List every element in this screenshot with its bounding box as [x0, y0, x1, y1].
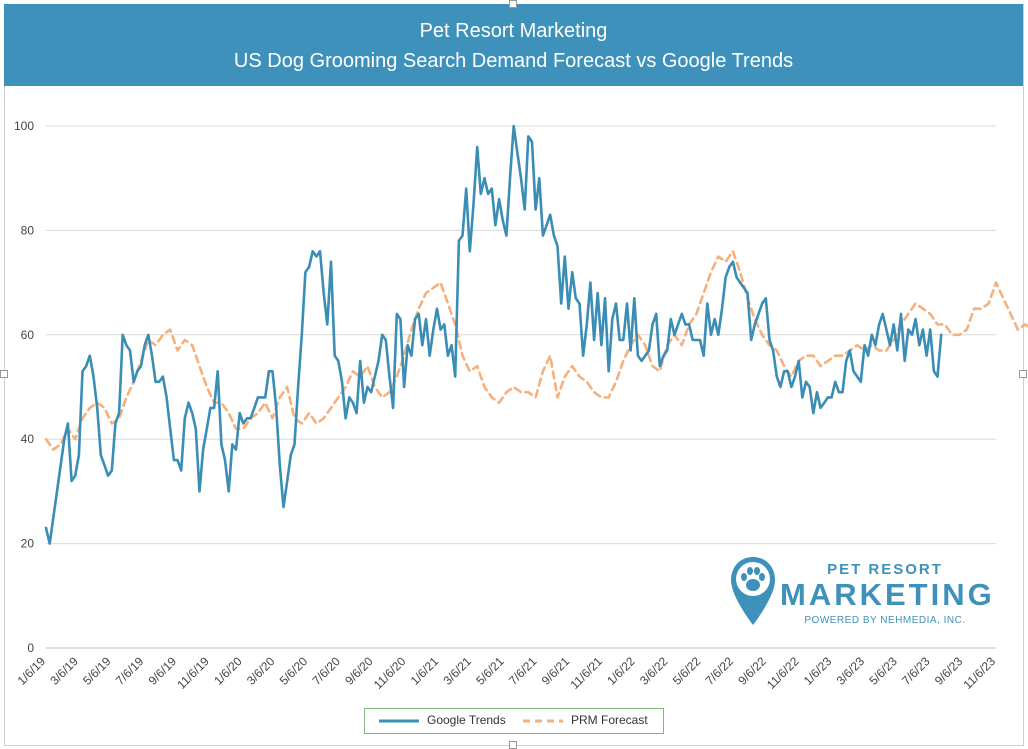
y-tick-label: 20: [21, 537, 35, 551]
x-tick-label: 1/6/21: [408, 654, 442, 688]
x-tick-label: 1/6/20: [211, 654, 245, 688]
x-tick-label: 7/6/22: [703, 654, 737, 688]
x-tick-label: 3/6/22: [637, 654, 671, 688]
x-tick-label: 11/6/22: [764, 654, 802, 692]
y-tick-label: 100: [14, 119, 34, 133]
x-tick-label: 5/6/21: [473, 654, 507, 688]
x-tick-label: 7/6/19: [113, 654, 147, 688]
x-tick-label: 3/6/21: [440, 654, 474, 688]
resize-handle-top[interactable]: [509, 0, 517, 8]
x-tick-label: 1/6/22: [604, 654, 638, 688]
x-tick-label: 7/6/21: [506, 654, 540, 688]
x-tick-label: 3/6/20: [244, 654, 278, 688]
series-line-google-trends: [44, 124, 943, 545]
x-tick-label: 5/6/22: [670, 654, 704, 688]
chart-title: Pet Resort Marketing: [419, 20, 608, 42]
legend-swatch-google-trends: [379, 719, 419, 723]
x-tick-label: 11/6/19: [174, 654, 212, 692]
legend-swatch-prm-forecast: [523, 719, 563, 723]
logo-main-text: MARKETING: [780, 577, 995, 612]
y-tick-label: 0: [27, 641, 34, 655]
x-tick-label: 1/6/23: [801, 654, 835, 688]
y-tick-label: 80: [21, 223, 35, 237]
x-tick-label: 11/6/21: [567, 654, 605, 692]
y-tick-label: 60: [21, 328, 35, 342]
chart-legend: Google Trends PRM Forecast: [364, 708, 664, 734]
x-tick-label: 7/6/23: [899, 654, 933, 688]
x-tick-label: 3/6/19: [47, 654, 81, 688]
x-tick-label: 7/6/20: [309, 654, 343, 688]
resize-handle-bottom[interactable]: [509, 741, 517, 749]
pet-resort-marketing-logo: PET RESORT MARKETING POWERED BY NEHMEDIA…: [728, 555, 998, 635]
paw-pin-icon: [731, 557, 775, 625]
logo-top-text: PET RESORT: [827, 561, 943, 578]
legend-label-google-trends: Google Trends: [427, 713, 506, 727]
chart-subtitle: US Dog Grooming Search Demand Forecast v…: [233, 50, 794, 72]
series-line-prm-forecast: [44, 250, 1028, 451]
logo-sub-text: POWERED BY NEHMEDIA, INC.: [804, 615, 966, 626]
x-tick-label: 1/6/19: [15, 654, 49, 688]
x-tick-label: 3/6/23: [834, 654, 868, 688]
x-tick-label: 5/6/20: [277, 654, 311, 688]
x-tick-label: 5/6/23: [866, 654, 900, 688]
resize-handle-left[interactable]: [0, 370, 8, 378]
x-tick-label: 11/6/23: [961, 654, 999, 692]
y-tick-label: 40: [21, 432, 35, 446]
x-tick-label: 5/6/19: [80, 654, 114, 688]
x-tick-label: 11/6/20: [371, 654, 409, 692]
chart-title-bar: Pet Resort Marketing US Dog Grooming Sea…: [4, 4, 1023, 86]
resize-handle-right[interactable]: [1019, 370, 1027, 378]
legend-label-prm-forecast: PRM Forecast: [571, 713, 648, 727]
